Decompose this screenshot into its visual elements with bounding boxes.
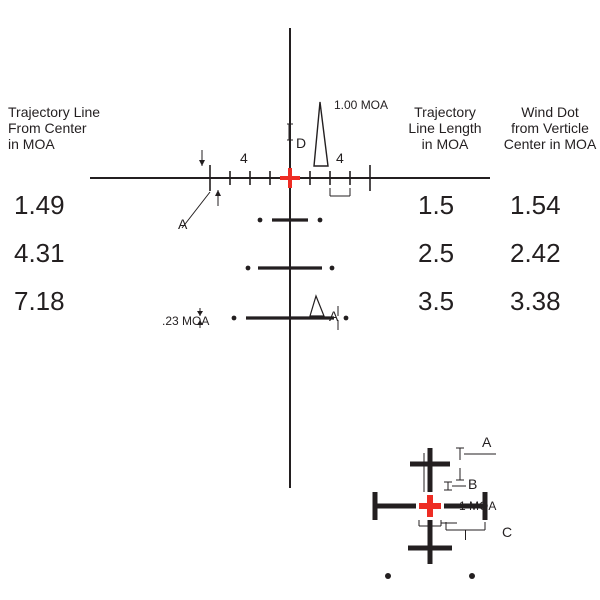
reticle-diagram: Trajectory LineFrom Centerin MOA Traject… [0, 0, 600, 600]
reticle-svg [0, 0, 600, 600]
